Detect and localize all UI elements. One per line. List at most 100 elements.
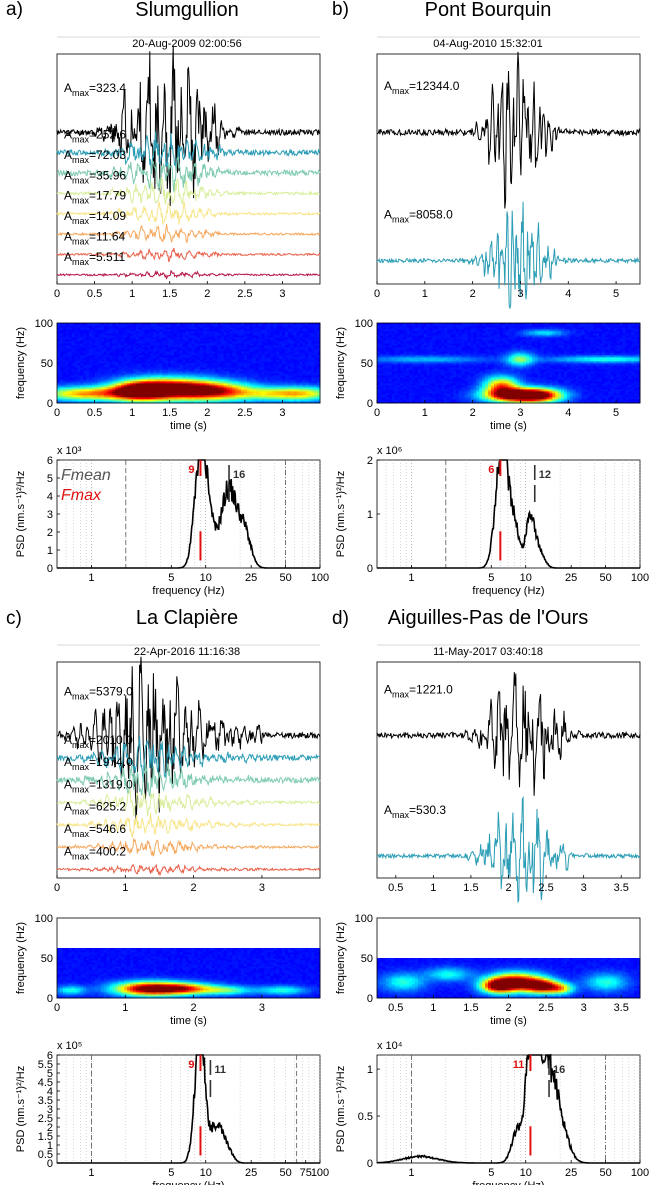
spectrogram-cell bbox=[317, 389, 321, 392]
spectrogram-cell bbox=[252, 331, 257, 334]
spectrogram-cell bbox=[264, 329, 268, 332]
spectrogram-cell bbox=[279, 339, 283, 342]
spectrogram-cell bbox=[382, 375, 387, 378]
spectrogram-cell bbox=[377, 349, 381, 352]
spectrogram-cell bbox=[293, 379, 298, 382]
spectrogram-cell bbox=[89, 359, 93, 362]
spectrogram-cell bbox=[461, 381, 466, 384]
spectrogram-cell bbox=[214, 347, 219, 350]
spectrogram-cell bbox=[144, 371, 148, 374]
spectrogram-cell bbox=[77, 381, 81, 384]
spectrogram-cell bbox=[197, 339, 201, 342]
spectrogram-cell bbox=[438, 355, 442, 358]
spectrogram-cell bbox=[417, 359, 422, 362]
spectrogram-cell bbox=[165, 401, 169, 404]
spectrogram-cell bbox=[188, 361, 192, 364]
spectrogram-cell bbox=[130, 383, 134, 386]
spectrogram-cell bbox=[379, 385, 384, 388]
spectrogram-cell bbox=[203, 381, 207, 384]
spectrogram-cell bbox=[409, 323, 413, 326]
spectrogram-cell bbox=[235, 395, 239, 398]
spectrogram-cell bbox=[452, 337, 457, 340]
spectrogram-cell bbox=[71, 359, 75, 362]
spectrogram-cell bbox=[162, 337, 166, 340]
spectrogram-cell bbox=[455, 353, 460, 356]
spectrogram-cell bbox=[444, 399, 448, 402]
spectrogram-cell bbox=[211, 359, 216, 362]
spectrogram-cell bbox=[214, 349, 219, 352]
spectrogram-cell bbox=[385, 375, 390, 378]
spectrogram-cell bbox=[100, 333, 105, 336]
spectrogram-cell bbox=[156, 339, 160, 342]
spectrogram-cell bbox=[232, 367, 236, 370]
spectrogram-cell bbox=[153, 333, 157, 336]
spectrogram-cell bbox=[121, 355, 125, 358]
spectrogram-cell bbox=[314, 371, 318, 374]
spectrogram-cell bbox=[255, 367, 260, 370]
spectrogram-cell bbox=[214, 339, 219, 342]
spectrogram-cell bbox=[273, 331, 277, 334]
spectrogram-cell bbox=[455, 393, 460, 396]
spectrogram-cell bbox=[441, 355, 445, 358]
spectrogram-cell bbox=[94, 379, 99, 382]
spectrogram-cell bbox=[211, 347, 216, 350]
spectrogram-cell bbox=[264, 361, 268, 364]
x-tick-label: 2.5 bbox=[237, 288, 252, 300]
spectrogram-cell bbox=[130, 331, 134, 334]
spectrogram-cell bbox=[229, 373, 233, 376]
spectrogram-cell bbox=[308, 349, 312, 352]
spectrogram-cell bbox=[208, 375, 213, 378]
spectrogram-cell bbox=[417, 357, 422, 360]
spectrogram-cell bbox=[270, 329, 274, 332]
spectrogram-cell bbox=[170, 351, 175, 354]
spectrogram-cell bbox=[106, 375, 110, 378]
spectrogram-cell bbox=[150, 337, 154, 340]
spectrogram-cell bbox=[458, 343, 463, 346]
spectrogram-cell bbox=[138, 369, 143, 372]
spectrogram-cell bbox=[159, 333, 163, 336]
spectrogram-cell bbox=[100, 353, 105, 356]
spectrogram-cell bbox=[141, 367, 146, 370]
spectrogram-cell bbox=[191, 355, 195, 358]
spectrogram-cell bbox=[153, 393, 157, 396]
spectrogram-cell bbox=[168, 349, 172, 352]
spectrogram-cell bbox=[414, 325, 419, 328]
spectrogram-cell bbox=[385, 359, 390, 362]
spectrogram-cell bbox=[173, 339, 178, 342]
spectrogram-cell bbox=[276, 379, 280, 382]
spectrogram-cell bbox=[97, 381, 102, 384]
spectrogram-cell bbox=[188, 391, 192, 394]
spectrogram-cell bbox=[235, 369, 239, 372]
spectrogram-cell bbox=[208, 397, 213, 400]
spectrogram-cell bbox=[124, 349, 128, 352]
spectrogram-cell bbox=[388, 377, 393, 380]
spectrogram-cell bbox=[264, 371, 268, 374]
spectrogram-cell bbox=[208, 371, 213, 374]
spectrogram-cell bbox=[77, 393, 81, 396]
spectrogram-cell bbox=[429, 395, 433, 398]
spectrogram-cell bbox=[296, 365, 300, 368]
spectrogram-cell bbox=[403, 357, 407, 360]
spectrogram-cell bbox=[264, 387, 268, 390]
spectrogram-cell bbox=[464, 385, 468, 388]
spectrogram-cell bbox=[276, 395, 280, 398]
spectrogram-cell bbox=[244, 337, 248, 340]
spectrogram-cell bbox=[135, 327, 140, 330]
spectrogram-cell bbox=[112, 341, 116, 344]
spectrogram-cell bbox=[284, 369, 289, 372]
spectrogram-cell bbox=[235, 377, 239, 380]
spectrogram-cell bbox=[156, 341, 160, 344]
spectrogram-cell bbox=[276, 357, 280, 360]
spectrogram-cell bbox=[165, 343, 169, 346]
spectrogram-cell bbox=[452, 353, 457, 356]
spectrogram-cell bbox=[379, 367, 384, 370]
spectrogram-cell bbox=[197, 387, 201, 390]
spectrogram-cell bbox=[426, 381, 430, 384]
spectrogram-cell bbox=[377, 387, 381, 390]
spectrogram-cell bbox=[287, 377, 292, 380]
x-tick-label: 0.5 bbox=[87, 407, 102, 419]
spectrogram-cell bbox=[130, 351, 134, 354]
spectrogram-cell bbox=[200, 379, 204, 382]
spectrogram-cell bbox=[311, 349, 315, 352]
spectrogram-cell bbox=[103, 353, 108, 356]
